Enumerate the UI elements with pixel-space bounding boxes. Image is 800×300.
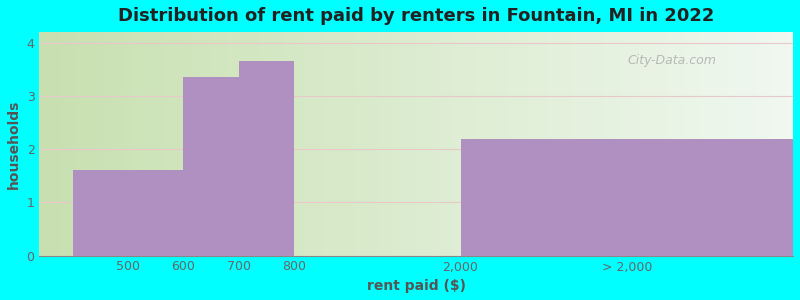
Bar xyxy=(239,61,294,256)
Bar xyxy=(461,139,793,256)
Y-axis label: households: households xyxy=(7,99,21,188)
Bar xyxy=(73,170,183,256)
Text: City-Data.com: City-Data.com xyxy=(627,54,716,68)
X-axis label: rent paid ($): rent paid ($) xyxy=(366,279,466,293)
Bar xyxy=(183,77,239,256)
Title: Distribution of rent paid by renters in Fountain, MI in 2022: Distribution of rent paid by renters in … xyxy=(118,7,714,25)
